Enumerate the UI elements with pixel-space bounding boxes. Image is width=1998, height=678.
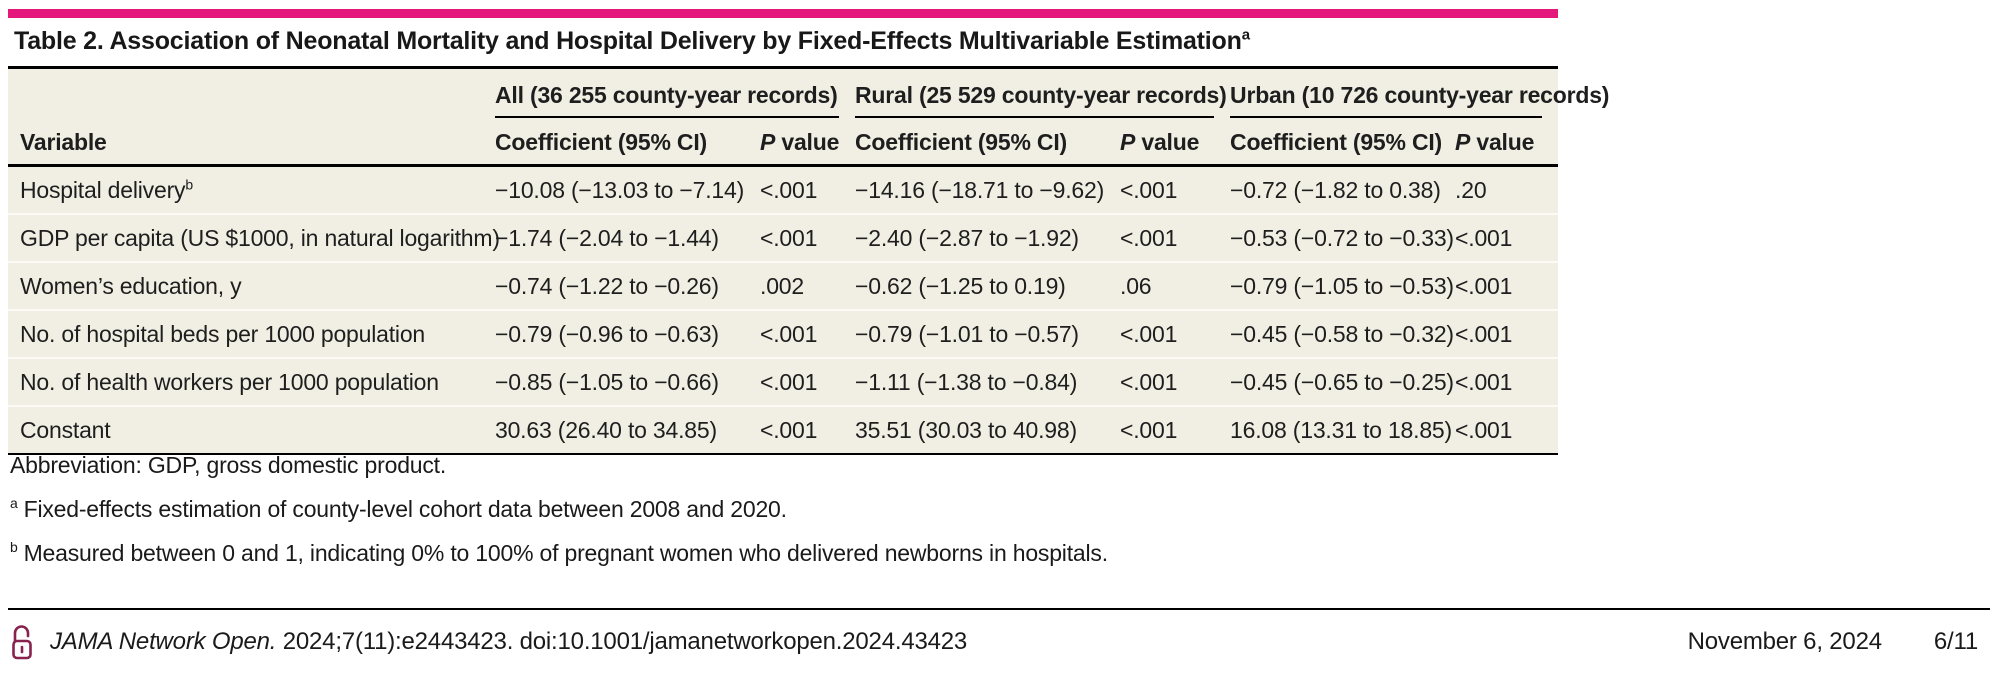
all-coefficient-cell: −0.79 (−0.96 to −0.63) xyxy=(495,309,760,358)
rural-coefficient-cell: −1.11 (−1.38 to −0.84) xyxy=(855,357,1121,406)
all-coefficient-cell: −1.74 (−2.04 to −1.44) xyxy=(495,213,760,262)
urban-pvalue-cell: <.001 xyxy=(1455,405,1559,455)
group-header-rural-label: Rural (25 529 county-year records) xyxy=(855,82,1227,118)
rural-pvalue-cell: <.001 xyxy=(1120,177,1178,203)
p-rest: value xyxy=(775,129,840,155)
table-row-constant: Constant 30.63 (26.40 to 34.85) <.001 35… xyxy=(8,405,1559,455)
footnotes: Abbreviation: GDP, gross domestic produc… xyxy=(10,452,1108,584)
urban-coefficient-cell: −0.45 (−0.65 to −0.25) xyxy=(1230,357,1456,406)
column-header-rural-pvalue: P value xyxy=(1120,118,1231,167)
p-rest: value xyxy=(1135,129,1200,155)
column-header-all-coefficient: Coefficient (95% CI) xyxy=(495,118,760,167)
footer-divider xyxy=(8,608,1990,610)
rural-pvalue-cell: <.001 xyxy=(1120,405,1231,455)
urban-pvalue-cell: <.001 xyxy=(1455,213,1559,262)
variable-cell: Hospital deliveryb xyxy=(8,166,495,215)
all-pvalue-cell: <.001 xyxy=(760,405,856,455)
column-header-all-pvalue: P value xyxy=(760,118,856,167)
column-header-urban-pvalue: P value xyxy=(1455,118,1559,167)
group-header-row: All (36 255 county-year records) Rural (… xyxy=(8,68,1609,119)
variable-cell: No. of hospital beds per 1000 population xyxy=(8,309,495,358)
all-pvalue-cell: <.001 xyxy=(760,213,856,262)
variable-superscript: b xyxy=(185,176,193,193)
citation-text: 2024;7(11):e2443423. doi:10.1001/jamanet… xyxy=(276,628,968,655)
group-header-all-label: All (36 255 county-year records) xyxy=(495,82,840,118)
column-header-variable: Variable xyxy=(8,118,495,167)
table-row-hospital-delivery: Hospital deliveryb −10.08 (−13.03 to −7.… xyxy=(8,166,1558,215)
abbreviation-note: Abbreviation: GDP, gross domestic produc… xyxy=(10,452,447,478)
urban-coefficient-cell: −0.72 (−1.82 to 0.38) xyxy=(1230,177,1441,203)
table-title-text: Table 2. Association of Neonatal Mortali… xyxy=(14,27,1242,55)
p-italic: P xyxy=(760,129,776,155)
table-title: Table 2. Association of Neonatal Mortali… xyxy=(14,27,1250,56)
rural-coefficient-cell: −2.40 (−2.87 to −1.92) xyxy=(855,213,1121,262)
urban-pvalue-cell: <.001 xyxy=(1455,261,1559,310)
all-coefficient-cell: −0.85 (−1.05 to −0.66) xyxy=(495,357,760,406)
column-header-row: Variable Coefficient (95% CI) P value Co… xyxy=(8,118,1559,167)
column-header-rural-coefficient: Coefficient (95% CI) xyxy=(855,118,1121,167)
urban-pvalue-cell: <.001 xyxy=(1455,309,1559,358)
open-access-unlock-icon xyxy=(12,625,32,660)
urban-coefficient-cell: −0.45 (−0.58 to −0.32) xyxy=(1230,309,1456,358)
urban-coefficient-cell: −0.53 (−0.72 to −0.33) xyxy=(1230,213,1456,262)
table-row-hospital-beds: No. of hospital beds per 1000 population… xyxy=(8,309,1559,358)
rural-pvalue-cell: <.001 xyxy=(1120,357,1231,406)
all-coefficient-cell: 30.63 (26.40 to 34.85) xyxy=(495,405,760,455)
rural-coefficient-cell: −14.16 (−18.71 to −9.62) xyxy=(855,177,1105,203)
urban-coefficient-cell: 16.08 (13.31 to 18.85) xyxy=(1230,405,1456,455)
variable-cell: No. of health workers per 1000 populatio… xyxy=(8,357,495,406)
rural-coefficient-cell: 35.51 (30.03 to 40.98) xyxy=(855,405,1121,455)
table-row-womens-education: Women’s education, y −0.74 (−1.22 to −0.… xyxy=(8,261,1559,310)
table-row-health-workers: No. of health workers per 1000 populatio… xyxy=(8,357,1559,406)
p-italic: P xyxy=(1120,129,1136,155)
footnote-b: b Measured between 0 and 1, indicating 0%… xyxy=(10,540,1108,567)
all-pvalue-cell: <.001 xyxy=(760,357,856,406)
rural-coefficient-cell: −0.79 (−1.01 to −0.57) xyxy=(855,309,1121,358)
table-row-gdp-per-capita: GDP per capita (US $1000, in natural log… xyxy=(8,213,1559,262)
all-pvalue-cell: .002 xyxy=(760,261,856,310)
all-coefficient-cell: −10.08 (−13.03 to −7.14) xyxy=(495,177,745,203)
brand-accent-bar xyxy=(8,9,1558,18)
group-header-urban-label: Urban (10 726 county-year records) xyxy=(1230,82,1609,118)
urban-pvalue-cell: <.001 xyxy=(1455,357,1559,406)
p-italic: P xyxy=(1455,129,1471,155)
variable-label: Hospital delivery xyxy=(20,177,186,203)
publication-date: November 6, 2024 xyxy=(1687,628,1882,655)
column-header-urban-coefficient: Coefficient (95% CI) xyxy=(1230,118,1456,167)
all-coefficient-cell: −0.74 (−1.22 to −0.26) xyxy=(495,261,760,310)
urban-pvalue-cell: .20 xyxy=(1455,177,1487,203)
group-header-all: All (36 255 county-year records) xyxy=(495,68,855,118)
all-pvalue-cell: <.001 xyxy=(760,177,818,203)
table-title-superscript: a xyxy=(1241,26,1250,44)
variable-cell: GDP per capita (US $1000, in natural log… xyxy=(8,213,500,262)
results-table: All (36 255 county-year records) Rural (… xyxy=(8,66,1609,455)
footnote-a: a Fixed-effects estimation of county-leve… xyxy=(10,496,1108,523)
variable-cell: Women’s education, y xyxy=(8,261,495,310)
rural-pvalue-cell: <.001 xyxy=(1120,309,1231,358)
footnote-a-text: Fixed-effects estimation of county-level… xyxy=(23,496,787,522)
footnote-b-text: Measured between 0 and 1, indicating 0% … xyxy=(23,540,1108,566)
group-header-rural: Rural (25 529 county-year records) xyxy=(855,68,1230,118)
rural-pvalue-cell: <.001 xyxy=(1120,213,1231,262)
journal-name: JAMA Network Open. xyxy=(50,628,277,655)
rural-coefficient-cell: −0.62 (−1.25 to 0.19) xyxy=(855,261,1121,310)
urban-coefficient-cell: −0.79 (−1.05 to −0.53) xyxy=(1230,261,1456,310)
page-footer: JAMA Network Open. 2024;7(11):e2443423. … xyxy=(10,620,1988,664)
page-number: 6/11 xyxy=(1933,628,1978,655)
variable-cell: Constant xyxy=(8,405,495,455)
footnote-a-marker: a xyxy=(10,495,18,512)
all-pvalue-cell: <.001 xyxy=(760,309,856,358)
p-rest: value xyxy=(1470,129,1535,155)
group-header-urban: Urban (10 726 county-year records) xyxy=(1230,68,1609,118)
footnote-b-marker: b xyxy=(10,539,18,556)
group-header-spacer xyxy=(8,68,495,119)
rural-pvalue-cell: .06 xyxy=(1120,261,1231,310)
